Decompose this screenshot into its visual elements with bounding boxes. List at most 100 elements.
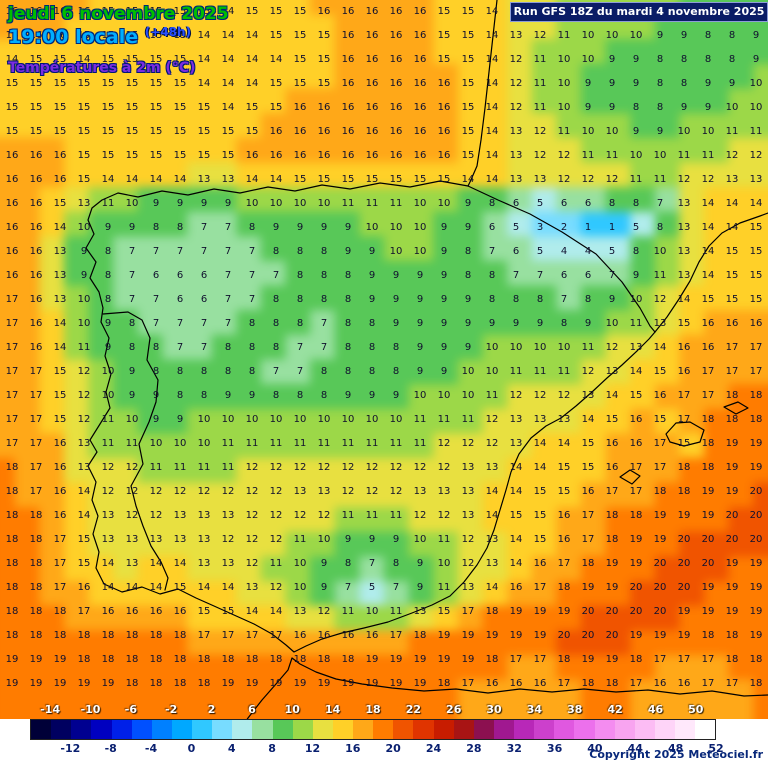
temp-value: 14 <box>53 318 67 329</box>
temp-value: 16 <box>749 318 763 329</box>
temp-value: 9 <box>320 222 328 233</box>
temp-value: 18 <box>701 438 715 449</box>
temp-value: 17 <box>653 654 667 665</box>
temp-value: 19 <box>725 606 739 617</box>
temp-value: 12 <box>437 510 451 521</box>
temp-value: 5 <box>512 222 520 233</box>
temp-value: 15 <box>437 6 451 17</box>
temp-value: 11 <box>389 510 403 521</box>
temp-value: 9 <box>632 270 640 281</box>
temp-value: 14 <box>509 534 523 545</box>
temp-value: 15 <box>77 534 91 545</box>
temp-value: 19 <box>749 462 763 473</box>
temp-value: 8 <box>536 294 544 305</box>
temp-value: 10 <box>77 318 91 329</box>
temp-value: 16 <box>677 678 691 689</box>
temp-value: 17 <box>461 606 475 617</box>
temp-value: 16 <box>317 6 331 17</box>
temp-value: 11 <box>533 78 547 89</box>
temp-value: 11 <box>341 198 355 209</box>
temp-value: 19 <box>5 678 19 689</box>
temp-value: 7 <box>200 246 208 257</box>
temp-value: 14 <box>77 510 91 521</box>
temp-value: 20 <box>677 582 691 593</box>
temp-value: 10 <box>269 414 283 425</box>
temp-value: 9 <box>728 78 736 89</box>
temp-value: 11 <box>461 414 475 425</box>
temp-value: 16 <box>557 510 571 521</box>
temp-value: 14 <box>701 222 715 233</box>
temp-value: 19 <box>749 582 763 593</box>
temp-value: 10 <box>245 414 259 425</box>
temp-value: 7 <box>200 318 208 329</box>
temp-value: 17 <box>5 342 19 353</box>
temp-value: 18 <box>725 654 739 665</box>
temp-value: 18 <box>173 630 187 641</box>
temp-value: 16 <box>365 30 379 41</box>
temp-value: 19 <box>605 582 619 593</box>
temp-value: 13 <box>53 270 67 281</box>
temp-value: 18 <box>629 510 643 521</box>
temp-value: 15 <box>293 6 307 17</box>
temp-value: 6 <box>152 270 160 281</box>
temp-value: 16 <box>53 462 67 473</box>
temp-value: 13 <box>197 558 211 569</box>
temp-value: 14 <box>149 558 163 569</box>
temp-value: 7 <box>176 246 184 257</box>
temp-value: 17 <box>533 582 547 593</box>
temp-value: 10 <box>413 222 427 233</box>
temp-value: 15 <box>293 174 307 185</box>
temp-value: 8 <box>344 342 352 353</box>
temp-value: 11 <box>293 438 307 449</box>
temp-value: 9 <box>464 222 472 233</box>
temp-value: 8 <box>344 294 352 305</box>
temp-value: 11 <box>509 366 523 377</box>
temp-value: 13 <box>605 366 619 377</box>
temp-value: 8 <box>248 342 256 353</box>
temp-value: 8 <box>320 246 328 257</box>
temp-value: 10 <box>413 390 427 401</box>
temp-value: 18 <box>221 654 235 665</box>
temp-value: 16 <box>149 606 163 617</box>
temp-value: 6 <box>560 270 568 281</box>
temp-value: 14 <box>485 582 499 593</box>
temp-value: 17 <box>29 438 43 449</box>
temp-value: 15 <box>581 462 595 473</box>
temp-value: 17 <box>557 558 571 569</box>
temp-value: 18 <box>317 654 331 665</box>
temp-value: 13 <box>293 606 307 617</box>
temp-value: 16 <box>29 270 43 281</box>
color-scale-segment <box>433 720 454 739</box>
color-scale-segment <box>71 720 92 739</box>
temp-value: 16 <box>509 582 523 593</box>
temp-value: 6 <box>584 270 592 281</box>
temp-value: 8 <box>320 366 328 377</box>
temp-value: 14 <box>485 150 499 161</box>
temp-value: 18 <box>485 654 499 665</box>
temp-value: 10 <box>437 198 451 209</box>
temp-value: 16 <box>533 558 547 569</box>
temp-value: 19 <box>605 558 619 569</box>
temp-value: 17 <box>5 390 19 401</box>
temp-value: 16 <box>269 126 283 137</box>
temp-value: 7 <box>248 294 256 305</box>
scale-label: 36 <box>546 742 563 755</box>
temp-value: 16 <box>389 150 403 161</box>
temp-value: 15 <box>197 150 211 161</box>
temp-value: 8 <box>656 78 664 89</box>
temp-value: 16 <box>365 126 379 137</box>
temp-value: 15 <box>101 150 115 161</box>
temp-value: 8 <box>344 270 352 281</box>
color-scale-segment <box>252 720 273 739</box>
temp-value: 18 <box>101 630 115 641</box>
temp-value: 10 <box>509 342 523 353</box>
temp-value: 18 <box>197 678 211 689</box>
temp-value: 7 <box>224 222 232 233</box>
temp-value: 15 <box>293 78 307 89</box>
temp-value: 15 <box>245 102 259 113</box>
temp-value: 8 <box>704 30 712 41</box>
temp-value: 14 <box>125 582 139 593</box>
temp-value: 11 <box>101 438 115 449</box>
temp-value: 17 <box>629 462 643 473</box>
